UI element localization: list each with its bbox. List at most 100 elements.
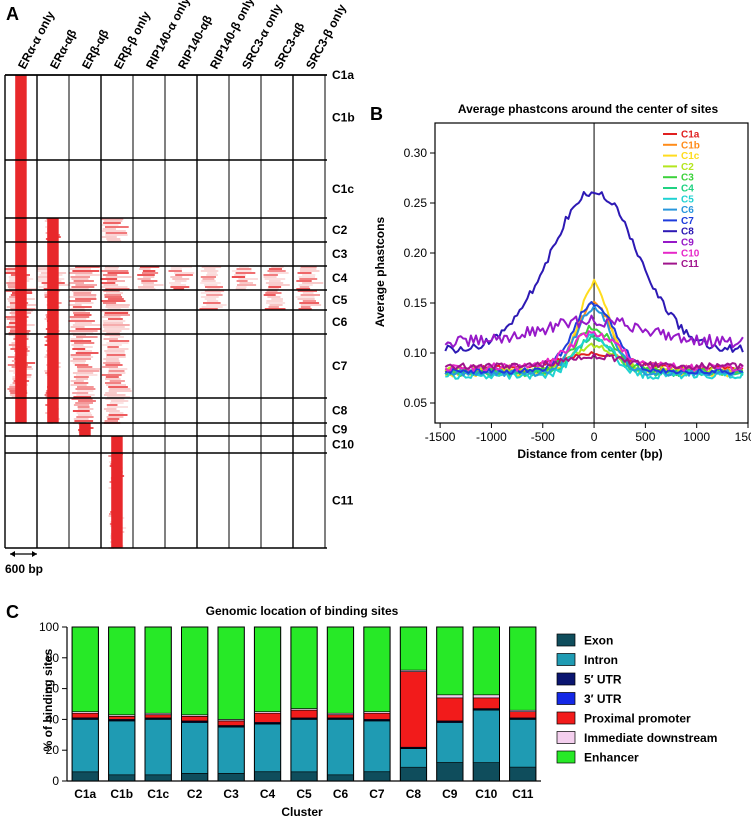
heatmap-cell bbox=[75, 378, 88, 380]
heatmap-cell bbox=[239, 282, 253, 284]
heatmap-cell bbox=[297, 272, 312, 274]
y-tick-label: 60 bbox=[46, 682, 60, 696]
heatmap-cell bbox=[268, 286, 282, 288]
y-tick-label: 0.10 bbox=[404, 346, 428, 360]
heatmap-cell bbox=[105, 360, 120, 362]
heatmap-cell bbox=[77, 366, 93, 368]
heatmap-cell bbox=[76, 416, 94, 418]
x-tick-label: 0 bbox=[591, 430, 598, 444]
heatmap-cell bbox=[106, 404, 118, 406]
x-tick-label: 1500 bbox=[735, 430, 751, 444]
heatmap-cell bbox=[70, 326, 85, 328]
heatmap-cell bbox=[107, 418, 120, 420]
heatmap-cell bbox=[271, 298, 283, 300]
heatmap-cell bbox=[201, 280, 216, 282]
legend-label: C7 bbox=[681, 216, 694, 227]
bar-segment bbox=[71, 719, 99, 773]
heatmap-cell bbox=[75, 402, 93, 404]
heatmap-cell bbox=[74, 342, 95, 344]
line-series bbox=[444, 191, 744, 380]
heatmap-cell bbox=[107, 308, 121, 310]
heatmap-cell bbox=[100, 278, 118, 280]
heatmap-cell bbox=[104, 328, 130, 330]
heatmap-cluster-label: C8 bbox=[332, 404, 348, 418]
bar-segment bbox=[290, 709, 318, 719]
bar-segment bbox=[217, 726, 245, 774]
heatmap-cell bbox=[204, 284, 218, 286]
heatmap-cell bbox=[106, 384, 126, 386]
heatmap-cell bbox=[104, 294, 121, 296]
line-chart-axes: -1500 -1000 -500 0 500 1000 1500 0.05 0.10 0.15 0.… bbox=[404, 123, 751, 444]
heatmap-cell bbox=[75, 388, 96, 390]
heatmap-cell bbox=[299, 286, 310, 288]
heatmap-cell bbox=[265, 292, 282, 294]
legend-label: Proximal promoter bbox=[584, 712, 691, 726]
heatmap-cell bbox=[68, 304, 82, 306]
heatmap-cell bbox=[104, 420, 118, 422]
bar-segment bbox=[326, 719, 354, 776]
bar-segment bbox=[436, 697, 464, 722]
bar-chart-axes: 0 20 40 60 80 100 C1a C1b C1c C2 C3 C4 C5 C6 C7 C8 C9 C10… bbox=[39, 620, 541, 801]
heatmap-cell bbox=[70, 354, 91, 356]
heatmap-cell bbox=[37, 266, 56, 268]
heatmap-cell bbox=[264, 278, 286, 280]
y-tick-label: 0.25 bbox=[404, 196, 428, 210]
line-series-c9 bbox=[444, 314, 744, 349]
heatmap-cell bbox=[300, 306, 311, 308]
heatmap-cell bbox=[70, 318, 87, 320]
heatmap-cell bbox=[7, 388, 20, 390]
heatmap-cell bbox=[69, 268, 91, 270]
heatmap-cell bbox=[72, 270, 100, 272]
heatmap-cell bbox=[107, 396, 130, 398]
heatmap-cell bbox=[268, 268, 282, 270]
bar-outline bbox=[71, 626, 99, 782]
legend-label: Intron bbox=[584, 653, 618, 667]
bar-segment bbox=[509, 711, 537, 719]
x-tick-label: C10 bbox=[475, 787, 497, 801]
x-tick-label: C3 bbox=[223, 787, 239, 801]
x-tick-label: 1000 bbox=[683, 430, 710, 444]
heatmap-cell bbox=[173, 288, 185, 290]
heatmap-cell bbox=[207, 288, 220, 290]
bar-chart-xlabel: Cluster bbox=[281, 805, 323, 819]
heatmap-cell bbox=[302, 282, 324, 284]
bar-segment bbox=[254, 626, 281, 712]
x-tick-label: C2 bbox=[187, 787, 203, 801]
heatmap-cell bbox=[138, 286, 154, 288]
heatmap-cell bbox=[103, 302, 117, 304]
heatmap-cell bbox=[71, 286, 95, 288]
heatmap-cell bbox=[73, 346, 93, 348]
heatmap-cluster-label: C1c bbox=[332, 182, 354, 196]
heatmap-cell bbox=[108, 368, 128, 370]
heatmap-cell bbox=[174, 280, 187, 282]
heatmap-cluster-label: C9 bbox=[332, 423, 348, 437]
heatmap-cell bbox=[75, 352, 99, 354]
heatmap-cell bbox=[268, 306, 279, 308]
heatmap-column-label: ERα-αβ bbox=[47, 27, 79, 71]
heatmap-cell bbox=[76, 336, 98, 338]
bar-segment bbox=[290, 719, 318, 773]
heatmap-cell bbox=[174, 272, 195, 274]
heatmap-cell bbox=[106, 356, 126, 358]
line-chart-xlabel: Distance from center (bp) bbox=[517, 447, 662, 461]
heatmap-cell bbox=[100, 282, 116, 284]
scale-bar-label: 600 bp bbox=[5, 562, 43, 576]
heatmap-cell bbox=[236, 268, 252, 270]
heatmap-cell bbox=[299, 268, 317, 270]
heatmap-cluster-label: C3 bbox=[332, 247, 348, 261]
heatmap-cell bbox=[143, 276, 155, 278]
heatmap-stripe bbox=[79, 423, 91, 436]
heatmap-cell bbox=[263, 294, 276, 296]
bar-outline bbox=[326, 626, 355, 782]
legend-label: Exon bbox=[584, 634, 613, 648]
heatmap-cell bbox=[77, 386, 94, 388]
bar-segment bbox=[436, 722, 464, 763]
heatmap-cell bbox=[202, 278, 215, 280]
line-plot-frame bbox=[434, 122, 749, 424]
heatmap-cell bbox=[109, 380, 125, 382]
heatmap-cell bbox=[70, 276, 90, 278]
